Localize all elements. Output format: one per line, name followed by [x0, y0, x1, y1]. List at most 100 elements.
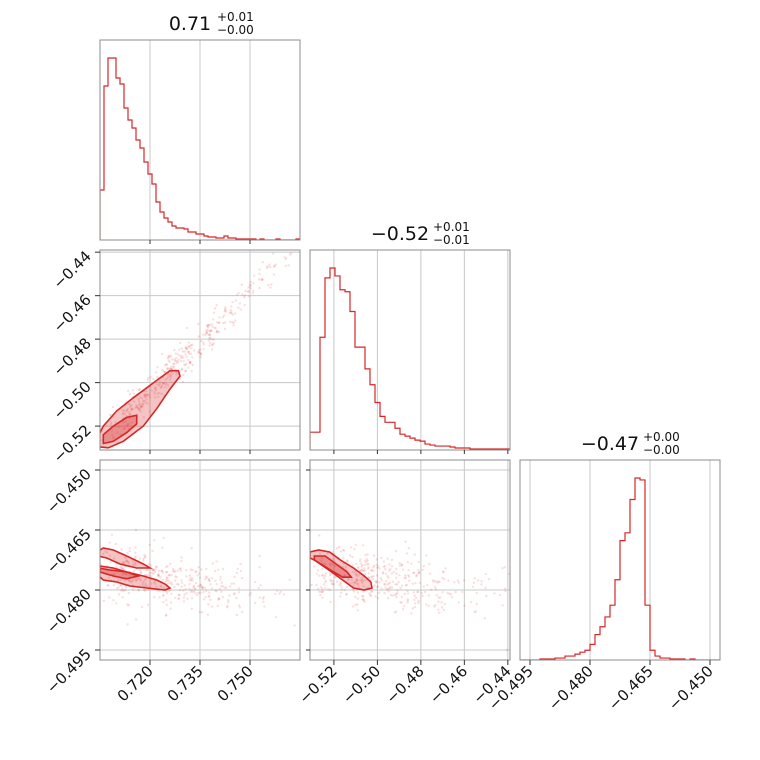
- sample-point: [457, 601, 460, 604]
- sample-point: [453, 581, 456, 584]
- sample-point: [474, 610, 477, 613]
- sample-point: [346, 560, 350, 563]
- sample-point: [166, 582, 169, 585]
- sample-point: [164, 385, 167, 389]
- sample-point: [376, 574, 379, 577]
- sample-point: [229, 309, 233, 312]
- sample-point: [204, 333, 207, 337]
- sample-point: [178, 567, 181, 571]
- sample-point: [94, 568, 96, 570]
- sample-point: [406, 592, 410, 595]
- sample-point: [223, 321, 227, 324]
- scatter-2-contour-inner: [313, 555, 353, 579]
- sample-point: [214, 579, 217, 582]
- sample-point: [138, 569, 142, 572]
- histogram-panel-0: [99, 39, 301, 241]
- sample-point: [216, 604, 219, 608]
- sample-point: [218, 597, 221, 601]
- sample-point: [359, 558, 362, 561]
- sample-point: [116, 587, 119, 590]
- sample-point: [208, 337, 211, 340]
- sample-point: [352, 193, 354, 195]
- scatter-0-contour-outer: [100, 369, 181, 449]
- sample-point: [165, 578, 168, 581]
- sample-point: [475, 591, 478, 595]
- sample-point: [240, 283, 243, 286]
- sample-point: [165, 571, 168, 574]
- sample-point: [262, 596, 265, 599]
- sample-point: [223, 307, 227, 310]
- sample-point: [309, 240, 311, 242]
- sample-point: [390, 565, 394, 568]
- sample-point: [552, 592, 554, 594]
- sample-point: [232, 582, 236, 585]
- sample-point: [112, 599, 115, 602]
- sample-point: [230, 311, 233, 314]
- sample-point: [262, 600, 265, 603]
- sample-point: [201, 611, 204, 614]
- sample-point: [205, 332, 208, 335]
- sample-point: [261, 277, 264, 281]
- sample-point: [388, 581, 391, 584]
- sample-point: [372, 578, 375, 581]
- sample-point: [217, 598, 220, 601]
- sample-point: [388, 569, 391, 572]
- sample-point: [498, 593, 502, 597]
- ytick-label-2-1: −0.480: [43, 585, 95, 637]
- sample-point: [140, 405, 143, 408]
- sample-point: [248, 295, 251, 298]
- sample-point: [274, 592, 277, 596]
- sample-point: [345, 559, 349, 562]
- sample-point: [356, 566, 360, 569]
- sample-point: [132, 578, 135, 581]
- sample-point: [135, 404, 138, 407]
- sample-point: [427, 604, 430, 607]
- sample-point: [162, 381, 165, 384]
- sample-point: [363, 563, 366, 567]
- sample-point: [197, 349, 201, 352]
- sample-point: [131, 580, 134, 583]
- sample-point: [189, 578, 193, 582]
- sample-point: [190, 370, 193, 373]
- sample-point: [125, 408, 129, 412]
- sample-point: [194, 582, 198, 585]
- sample-point: [138, 557, 142, 560]
- sample-point: [270, 283, 273, 286]
- sample-point: [321, 587, 324, 591]
- sample-point: [205, 330, 208, 334]
- sample-point: [331, 563, 334, 566]
- sample-point: [379, 576, 383, 580]
- sample-point: [266, 266, 269, 269]
- sample-point: [184, 369, 187, 373]
- sample-point: [157, 569, 161, 572]
- ytick-label-1-1: −0.50: [50, 378, 95, 423]
- sample-point: [207, 595, 210, 598]
- sample-point: [208, 323, 212, 327]
- sample-point: [327, 588, 330, 591]
- sample-point: [335, 580, 339, 583]
- sample-point: [163, 370, 167, 373]
- sample-point: [228, 311, 231, 314]
- scatter-panel-0-2: [94, 459, 301, 661]
- sample-point: [165, 592, 169, 595]
- sample-point: [130, 407, 133, 411]
- sample-point: [195, 570, 198, 573]
- sample-point: [139, 578, 142, 581]
- sample-point: [124, 414, 128, 417]
- sample-point: [148, 562, 151, 566]
- sample-point: [219, 575, 222, 579]
- sample-point: [475, 602, 478, 606]
- sample-point: [134, 557, 137, 560]
- sample-point: [381, 571, 385, 574]
- sample-point: [349, 582, 352, 585]
- sample-point: [206, 329, 209, 332]
- sample-point: [147, 377, 150, 380]
- sample-point: [146, 402, 149, 405]
- sample-point: [384, 568, 387, 571]
- sample-point: [169, 367, 172, 370]
- sample-point: [407, 547, 410, 550]
- sample-point: [387, 590, 390, 593]
- sample-point: [168, 574, 171, 577]
- sample-point: [187, 352, 191, 355]
- sample-point: [310, 583, 313, 587]
